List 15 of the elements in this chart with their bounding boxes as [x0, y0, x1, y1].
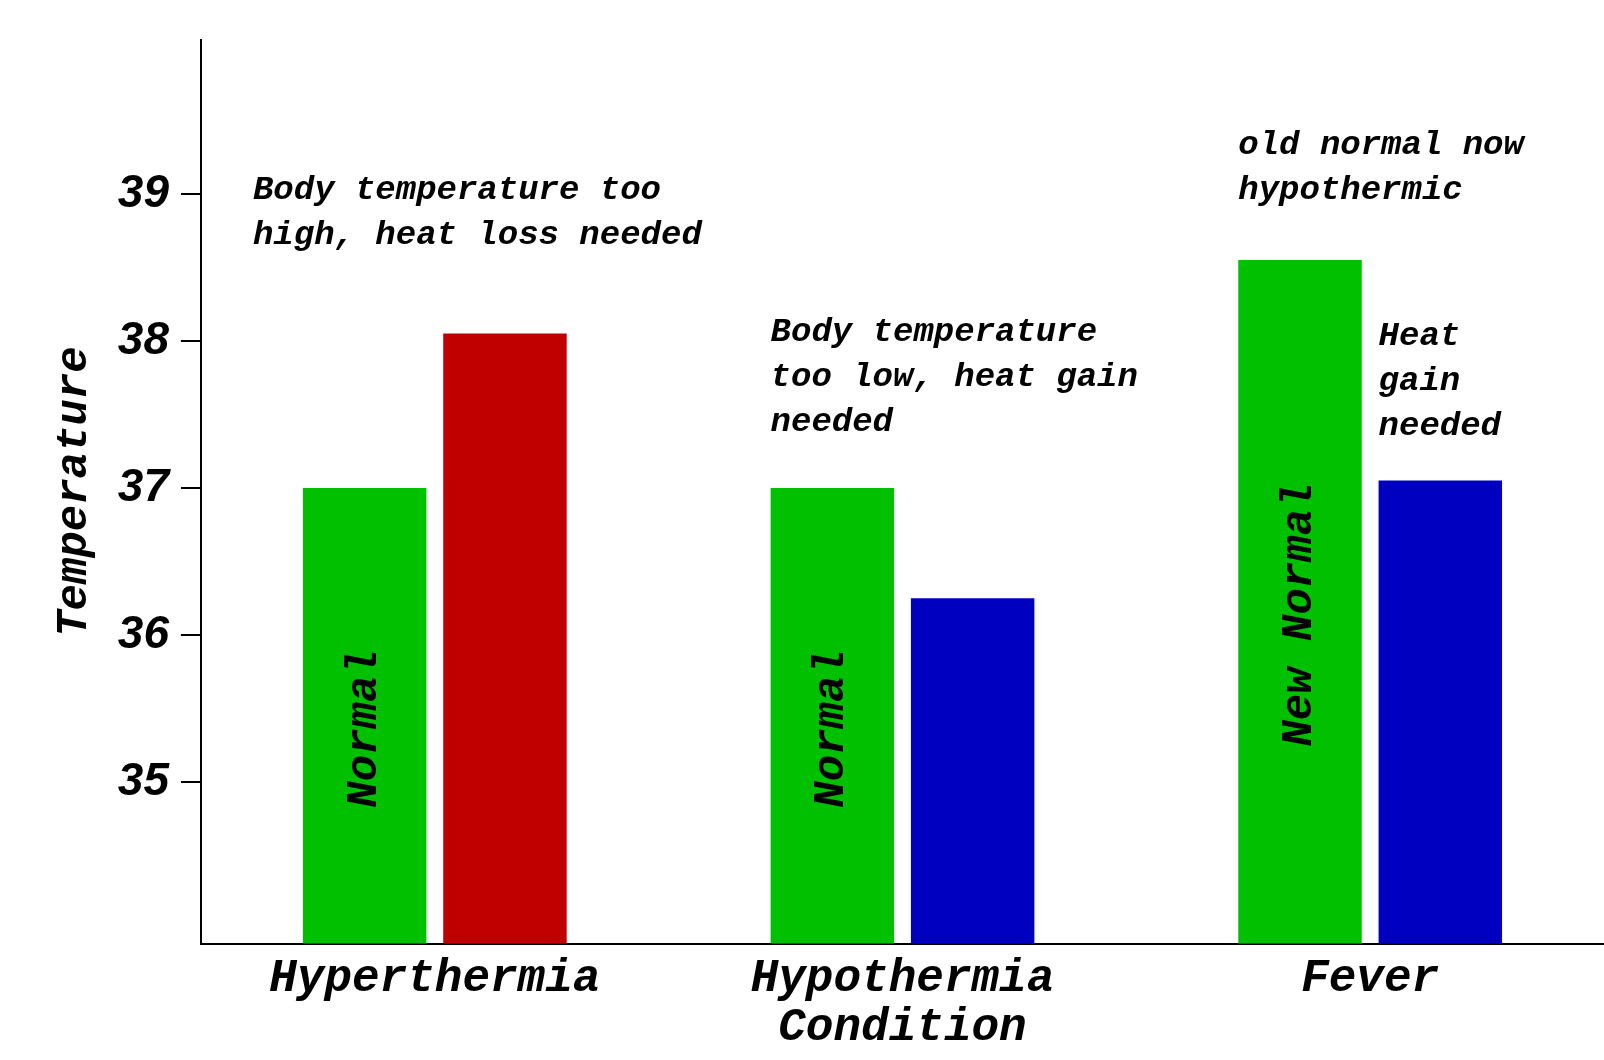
annotation: Body temperature too low, heat gain needed: [770, 312, 1138, 441]
y-tick-label: 37: [117, 458, 172, 511]
annotation: Heat gain needed: [1378, 317, 1502, 446]
y-axis-title: Temperature: [49, 346, 100, 637]
annotation: Normal: [338, 649, 389, 808]
annotation: New Normal: [1274, 482, 1325, 747]
annotation: Normal: [806, 649, 857, 808]
y-tick-label: 39: [117, 164, 170, 217]
y-tick-label: 36: [117, 605, 170, 658]
annotation: old normal now hypothermic: [1238, 125, 1526, 209]
y-tick-label: 35: [117, 752, 171, 805]
x-tick-label: Hyperthermia: [269, 952, 601, 1005]
y-tick-label: 38: [117, 311, 170, 364]
annotation: Body temperature too high, heat loss needed: [252, 170, 703, 254]
x-tick-label: Fever: [1301, 952, 1440, 1005]
